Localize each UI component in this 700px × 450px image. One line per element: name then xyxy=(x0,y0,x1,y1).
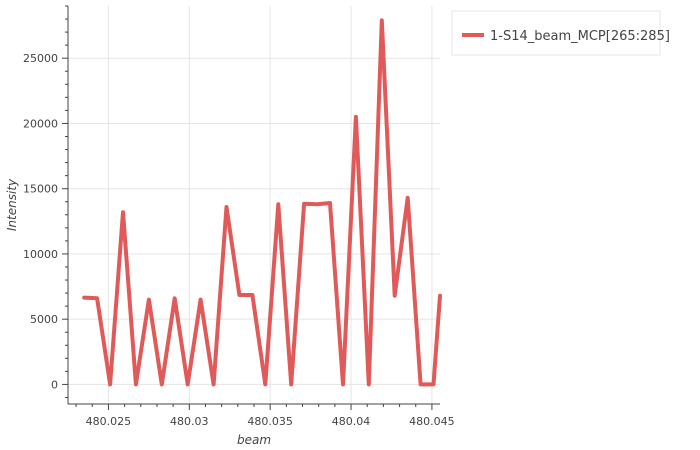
x-tick-label: 480.03 xyxy=(170,415,209,428)
series-layer xyxy=(82,18,442,387)
y-tick-label: 0 xyxy=(51,378,58,391)
y-tick-label: 25000 xyxy=(23,52,58,65)
x-axis-title: beam xyxy=(237,433,271,447)
y-tick-label: 10000 xyxy=(23,248,58,261)
y-tick-label: 5000 xyxy=(30,313,58,326)
x-tick-label: 480.025 xyxy=(86,415,132,428)
y-tick-label: 15000 xyxy=(23,183,58,196)
legend[interactable]: 1-S14_beam_MCP[265:285] xyxy=(451,10,670,56)
legend-box xyxy=(451,10,661,56)
y-axis-title: Intensity xyxy=(5,178,19,231)
x-tick-label: 480.035 xyxy=(247,415,293,428)
series-line xyxy=(82,18,442,387)
y-tick-label: 20000 xyxy=(23,117,58,130)
x-tick-label: 480.04 xyxy=(332,415,371,428)
legend-label: 1-S14_beam_MCP[265:285] xyxy=(490,29,670,44)
x-axis-ticks: 480.025 480.03 480.035 480.04 480.045 xyxy=(75,404,455,428)
y-axis-ticks: 0 5000 10000 15000 20000 25000 xyxy=(23,5,68,398)
x-tick-label: 480.045 xyxy=(409,415,455,428)
